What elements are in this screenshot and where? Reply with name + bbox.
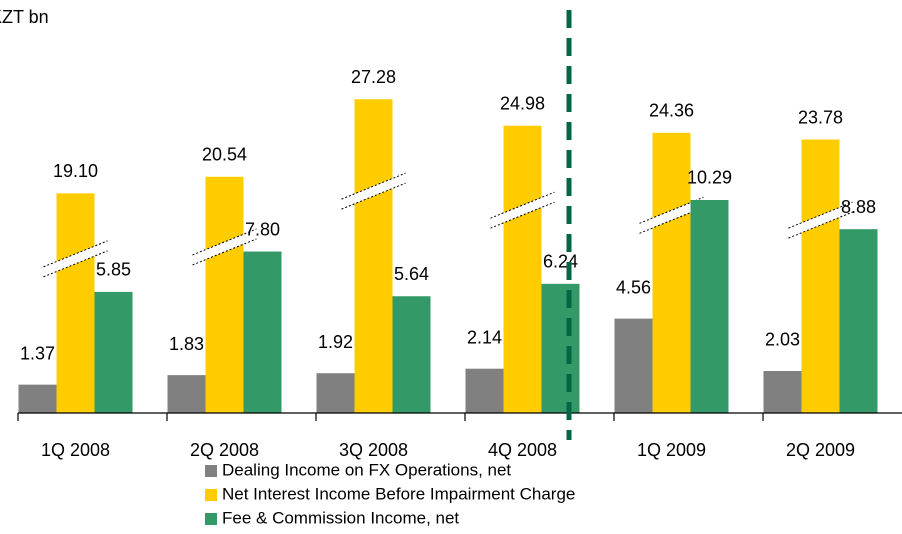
break-line bbox=[490, 191, 555, 219]
break-line bbox=[43, 250, 108, 278]
bar bbox=[56, 193, 95, 413]
bar bbox=[243, 251, 282, 413]
bar bbox=[94, 291, 133, 413]
x-tick-label: 1Q 2008 bbox=[41, 440, 110, 460]
value-label: 19.10 bbox=[53, 161, 98, 181]
value-label: 23.78 bbox=[798, 107, 843, 127]
axis-break bbox=[341, 172, 406, 210]
bar bbox=[465, 368, 504, 413]
value-label: 20.54 bbox=[202, 145, 247, 165]
legend-swatch bbox=[205, 513, 217, 525]
bar bbox=[801, 139, 840, 413]
value-label: 1.37 bbox=[20, 343, 55, 363]
unit-label: KZT bn bbox=[0, 7, 49, 27]
break-gap bbox=[341, 173, 406, 210]
break-line bbox=[43, 240, 108, 268]
value-label: 8.88 bbox=[841, 197, 876, 217]
break-gap bbox=[788, 202, 853, 239]
legend-label: Dealing Income on FX Operations, net bbox=[222, 460, 511, 479]
value-label: 2.03 bbox=[765, 330, 800, 350]
value-label: 27.28 bbox=[351, 67, 396, 87]
legend-swatch bbox=[205, 489, 217, 501]
value-label: 5.85 bbox=[96, 260, 131, 280]
break-gap bbox=[639, 197, 704, 234]
value-label: 10.29 bbox=[687, 168, 732, 188]
break-gap bbox=[490, 192, 555, 229]
break-gap bbox=[192, 228, 257, 265]
axis-break bbox=[490, 191, 555, 229]
bar bbox=[839, 229, 878, 413]
bar bbox=[392, 296, 431, 413]
break-line bbox=[788, 211, 853, 239]
break-line bbox=[788, 201, 853, 229]
bar bbox=[18, 384, 57, 413]
bar bbox=[205, 176, 244, 413]
value-label: 1.92 bbox=[318, 332, 353, 352]
break-line bbox=[192, 228, 257, 256]
bar bbox=[614, 318, 653, 413]
legend-label: Fee & Commission Income, net bbox=[222, 508, 459, 527]
value-label: 5.64 bbox=[394, 264, 429, 284]
axis-break bbox=[788, 201, 853, 239]
value-label: 1.83 bbox=[169, 334, 204, 354]
break-line bbox=[192, 238, 257, 266]
value-label: 6.24 bbox=[543, 252, 578, 272]
x-tick-label: 2Q 2009 bbox=[786, 440, 855, 460]
bar bbox=[503, 125, 542, 413]
break-gap bbox=[43, 240, 108, 277]
bar bbox=[354, 99, 393, 413]
break-line bbox=[490, 201, 555, 229]
legend-swatch bbox=[205, 465, 217, 477]
break-line bbox=[341, 182, 406, 210]
x-tick-label: 3Q 2008 bbox=[339, 440, 408, 460]
bar bbox=[763, 370, 802, 413]
bar bbox=[541, 283, 580, 413]
axis-break bbox=[43, 240, 108, 278]
value-label: 7.80 bbox=[245, 219, 280, 239]
value-label: 24.36 bbox=[649, 101, 694, 121]
bar bbox=[316, 373, 355, 413]
x-tick-label: 2Q 2008 bbox=[190, 440, 259, 460]
bar bbox=[167, 375, 206, 413]
legend-label: Net Interest Income Before Impairment Ch… bbox=[222, 484, 575, 503]
x-tick-label: 1Q 2009 bbox=[637, 440, 706, 460]
axis-break bbox=[192, 228, 257, 266]
value-label: 4.56 bbox=[616, 277, 651, 297]
value-label: 24.98 bbox=[500, 93, 545, 113]
value-label: 2.14 bbox=[467, 327, 502, 347]
x-tick-label: 4Q 2008 bbox=[488, 440, 557, 460]
break-line bbox=[341, 172, 406, 200]
bar bbox=[690, 199, 729, 413]
bar bbox=[652, 132, 691, 414]
